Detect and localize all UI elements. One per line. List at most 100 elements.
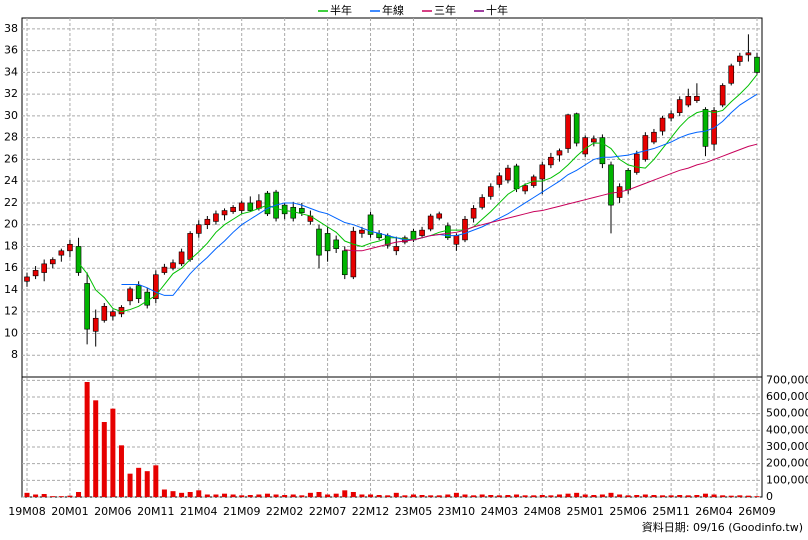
volume-bar	[642, 494, 648, 497]
volume-bar	[608, 492, 614, 497]
candle-body	[221, 210, 228, 216]
candle-body	[573, 113, 580, 144]
volume-bar	[170, 491, 176, 497]
candle-body	[230, 206, 236, 212]
candle-body	[625, 170, 631, 191]
candle-body	[299, 208, 305, 214]
candle-body	[487, 186, 494, 197]
candle-body	[445, 225, 451, 239]
ma-line	[344, 143, 758, 252]
candle-body	[548, 156, 554, 166]
volume-bar	[161, 489, 167, 497]
candle-body	[745, 52, 752, 56]
candle-body	[496, 175, 503, 185]
candle-body	[24, 276, 30, 282]
volume-bar	[118, 445, 124, 497]
volume-bar	[385, 495, 391, 497]
volume-bar	[660, 495, 666, 497]
footnote: 資料日期: 09/16 (Goodinfo.tw)	[642, 520, 803, 534]
volume-bar	[41, 494, 47, 497]
candle-body	[316, 228, 322, 256]
volume-bar	[204, 494, 210, 497]
y-tick-label: 400,000	[766, 423, 808, 436]
volume-bar	[488, 495, 494, 497]
volume-bar	[548, 495, 554, 497]
y-tick-label: 30	[4, 109, 18, 122]
candle-body	[436, 213, 443, 219]
candle-body	[247, 202, 254, 211]
candle-body	[470, 208, 477, 219]
volume-bar	[591, 495, 597, 497]
x-tick-label: 20M06	[94, 505, 132, 518]
volume-bar	[136, 467, 142, 497]
volume-bar	[617, 494, 623, 497]
legend-label: 十年	[486, 3, 508, 17]
y-tick-label: 28	[4, 131, 18, 144]
candle-body	[668, 113, 674, 119]
y-tick-label: 200,000	[766, 457, 808, 470]
candle-body	[92, 317, 99, 332]
volume-bar	[728, 495, 734, 497]
candle-body	[642, 135, 649, 160]
candle-body	[719, 85, 726, 106]
volume-bar	[110, 408, 116, 497]
volume-bar	[222, 493, 228, 497]
x-tick-label: 26M09	[738, 505, 776, 518]
y-tick-label: 18	[4, 239, 18, 252]
volume-bar	[410, 494, 416, 497]
candle-body	[101, 305, 108, 321]
volume-bar	[599, 494, 605, 497]
volume-bar	[574, 492, 580, 497]
volume-bar	[685, 495, 691, 497]
candle-body	[153, 274, 159, 299]
y-tick-label: 10	[4, 326, 18, 339]
candle-body	[41, 263, 47, 273]
volume-bar	[196, 490, 202, 497]
x-tick-label: 21M09	[223, 505, 261, 518]
y-tick-label: 12	[4, 305, 18, 318]
volume-bar	[556, 494, 562, 497]
candle-body	[75, 246, 82, 273]
legend-label: 三年	[434, 3, 456, 17]
y-tick-label: 26	[4, 152, 18, 165]
candle-body	[453, 235, 460, 245]
candle-body	[702, 109, 709, 147]
volume-bar	[76, 492, 82, 497]
volume-bar	[565, 493, 571, 497]
plot-frame	[21, 17, 763, 498]
volume-bar	[93, 400, 99, 497]
candle-body	[32, 270, 39, 277]
volume-bar	[101, 422, 107, 497]
candle-body	[659, 117, 666, 132]
x-tick-label: 25M06	[609, 505, 647, 518]
volume-bar	[127, 473, 133, 497]
y-tick-label: 22	[4, 196, 18, 209]
volume-bar	[213, 494, 219, 497]
volume-bar	[50, 496, 56, 497]
candle-body	[427, 215, 434, 230]
y-tick-label: 600,000	[766, 390, 808, 403]
y-tick-label: 14	[4, 283, 18, 296]
candle-body	[608, 164, 614, 206]
volume-bar	[316, 492, 322, 497]
volume-bar	[299, 495, 305, 497]
volume-bar	[144, 471, 150, 497]
candle-body	[290, 206, 297, 219]
y-tick-label: 38	[4, 22, 18, 35]
volume-bar	[505, 495, 511, 497]
volume-bar	[634, 495, 640, 497]
volume-bar	[745, 495, 751, 497]
x-tick-label: 20M11	[137, 505, 175, 518]
volume-bar	[393, 492, 399, 497]
candle-body	[281, 204, 288, 215]
x-tick-label: 20M01	[51, 505, 89, 518]
x-tick-label: 22M02	[266, 505, 304, 518]
candle-body	[599, 137, 606, 165]
candle-body	[591, 138, 597, 143]
volume-bar	[350, 492, 356, 497]
volume-bar	[256, 494, 262, 497]
volume-bar	[247, 495, 253, 497]
candle-body	[135, 285, 142, 299]
y-tick-label: 0	[766, 490, 773, 503]
candle-body	[359, 229, 365, 234]
